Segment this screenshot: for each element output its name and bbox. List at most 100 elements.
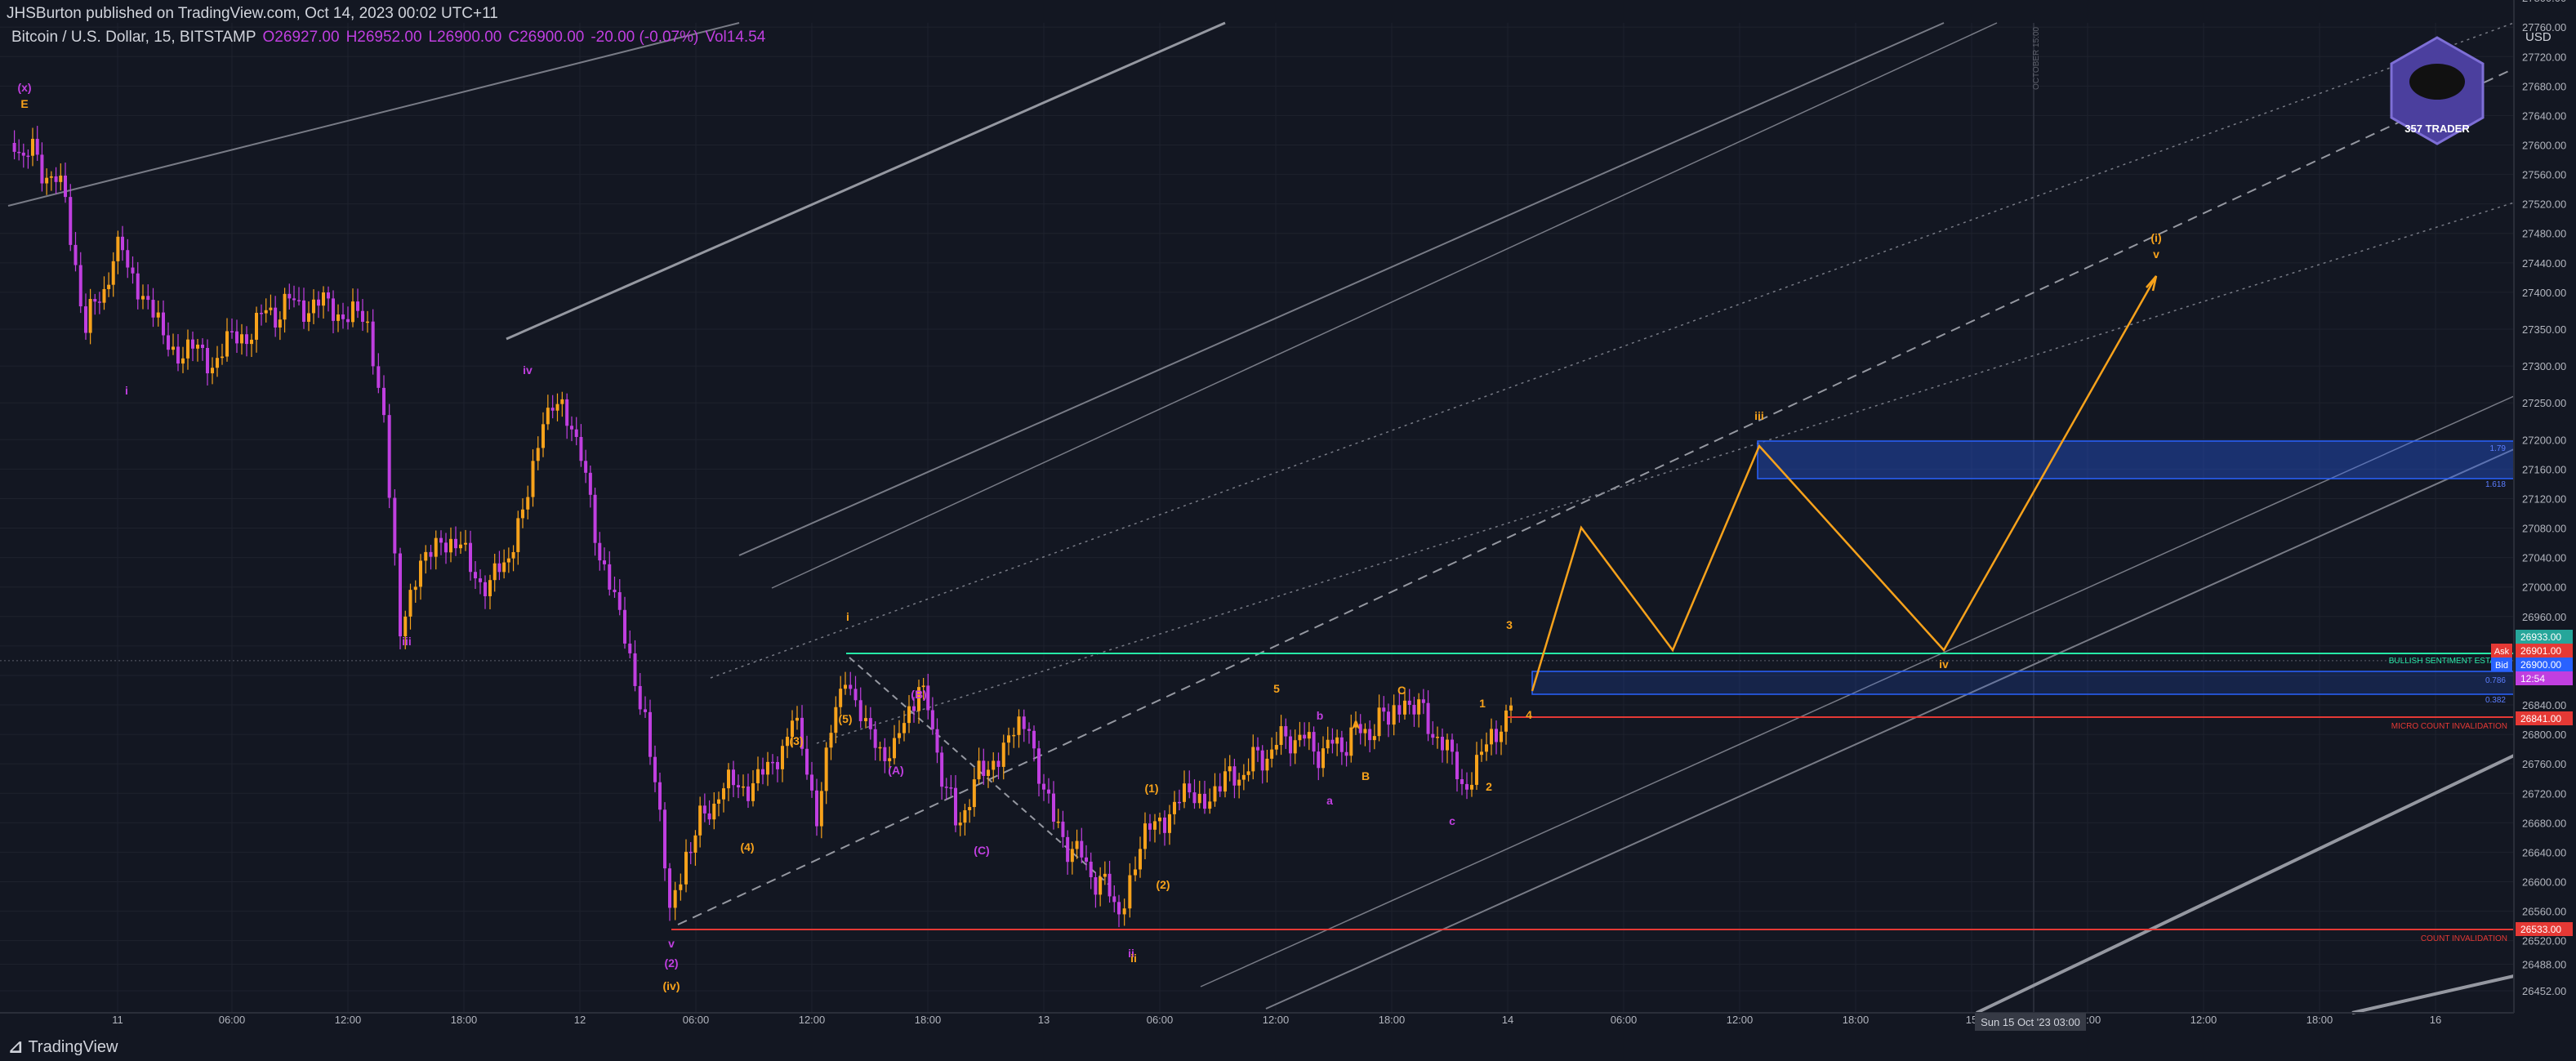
price-tag-label-bg xyxy=(2491,644,2512,658)
candle-body xyxy=(341,314,345,319)
wave-labels: (x)Eiiiiiiivv(2)(iv)iiiiv(i)viii(A)(C)(B… xyxy=(17,81,2161,992)
wave-label: ii xyxy=(1128,947,1134,960)
candle-body xyxy=(526,497,530,510)
candle-body xyxy=(658,782,662,810)
candle-body xyxy=(1339,737,1344,752)
candle-body xyxy=(201,344,204,349)
price-tick-label: 26640.00 xyxy=(2522,846,2566,858)
candle-body xyxy=(1500,731,1503,742)
wave-label: B xyxy=(1362,769,1370,782)
candle-body xyxy=(756,769,760,783)
candle-body xyxy=(1426,702,1430,734)
price-tick-label: 26488.00 xyxy=(2522,959,2566,971)
candle-body xyxy=(702,805,706,814)
price-tick-label: 27800.00 xyxy=(2522,0,2566,4)
candle-body xyxy=(1321,748,1325,769)
candle-body xyxy=(1143,823,1147,849)
candle-body xyxy=(819,791,823,827)
candle-body xyxy=(935,729,939,753)
candle-body xyxy=(1246,771,1250,775)
wave-label: (2) xyxy=(664,956,678,970)
time-tick-label: 14 xyxy=(1502,1014,1513,1026)
price-tick-label: 27680.00 xyxy=(2522,80,2566,92)
candle-body xyxy=(35,138,39,155)
time-tick-label: 06:00 xyxy=(219,1014,246,1026)
price-tick-label: 26680.00 xyxy=(2522,817,2566,829)
candle-body xyxy=(502,562,506,573)
time-tick-label: 06:00 xyxy=(1147,1014,1174,1026)
candle-body xyxy=(84,306,87,333)
candle-body xyxy=(69,197,73,245)
price-axis[interactable]: USD 26452.00 26488.00 26520.00 26560.00 26600… xyxy=(2513,0,2576,1061)
candle-body xyxy=(235,331,238,344)
candle-body xyxy=(673,889,677,908)
candle-body xyxy=(1192,792,1197,804)
candle-body xyxy=(1446,739,1449,751)
candle-body xyxy=(49,176,53,178)
projection-line xyxy=(1531,275,2158,692)
candle-body xyxy=(250,339,253,345)
candle-body xyxy=(1417,699,1421,715)
price-tag-value: 26901.00 xyxy=(2520,645,2561,657)
candle-body xyxy=(771,761,774,764)
wave-label: iv xyxy=(1939,658,1949,671)
candle-body xyxy=(982,760,986,776)
publish-header: JHSBurton published on TradingView.com, … xyxy=(7,5,498,25)
candle-body xyxy=(116,236,120,261)
wave-label: (2) xyxy=(1156,878,1170,891)
wave-label: (A) xyxy=(888,764,903,777)
candle-body xyxy=(332,298,335,321)
candle-body xyxy=(648,711,652,757)
wave-label: (i) xyxy=(2150,231,2161,244)
candle-body xyxy=(1289,736,1292,754)
candle-body xyxy=(623,609,626,644)
wave-label: iii xyxy=(1754,409,1764,422)
candle-body xyxy=(146,296,150,301)
candle-body xyxy=(211,368,214,374)
candle-body xyxy=(245,334,248,345)
candle-body xyxy=(1260,750,1264,771)
wave-label: (3) xyxy=(789,734,803,747)
candle-body xyxy=(297,300,301,301)
candle-body xyxy=(264,310,268,314)
footer-brand[interactable]: TradingView xyxy=(28,1037,118,1056)
candle-body xyxy=(521,509,524,519)
candle-body xyxy=(269,307,273,310)
candle-body xyxy=(45,177,49,184)
symbol-name[interactable]: Bitcoin / U.S. Dollar, 15, BITSTAMP xyxy=(11,29,256,46)
candle-body xyxy=(1358,724,1362,733)
candle-body xyxy=(1085,857,1088,862)
price-tick-label: 27120.00 xyxy=(2522,493,2566,505)
candle-body xyxy=(1056,821,1060,823)
candle-body xyxy=(162,312,165,336)
candle-body xyxy=(1504,710,1508,732)
ohlc-change: -20.00 (-0.07%) xyxy=(591,29,699,46)
candle-body xyxy=(930,710,934,729)
time-tick-label: 18:00 xyxy=(915,1014,942,1026)
candle-body xyxy=(424,551,428,561)
candle-body xyxy=(987,769,990,776)
fib-label: 0.786 xyxy=(2485,676,2506,685)
candle-body xyxy=(307,313,310,322)
candle-body xyxy=(1117,902,1121,915)
price-tick-label: 27520.00 xyxy=(2522,198,2566,211)
candle-body xyxy=(1094,877,1098,895)
candle-body xyxy=(511,551,515,559)
ohlc-low: L26900.00 xyxy=(428,29,502,46)
price-tag-bg xyxy=(2516,711,2573,725)
price-tick-label: 27080.00 xyxy=(2522,523,2566,535)
candle-body xyxy=(1108,873,1112,897)
price-tick-label: 26840.00 xyxy=(2522,699,2566,711)
candle-body xyxy=(844,684,847,689)
candle-body xyxy=(464,542,467,545)
candle-body xyxy=(944,787,948,788)
candle-body xyxy=(858,700,862,721)
wave-label: (B) xyxy=(911,688,926,701)
candle-body xyxy=(1061,821,1065,837)
price-tick-label: 27400.00 xyxy=(2522,287,2566,299)
wave-label: (x) xyxy=(17,81,31,94)
wave-label: iii xyxy=(402,635,412,648)
time-axis[interactable]: 11 06:00 12:00 18:00 12 06:00 12:00 18:00 13 06:0… xyxy=(0,1012,2514,1031)
candle-body xyxy=(1265,758,1269,771)
